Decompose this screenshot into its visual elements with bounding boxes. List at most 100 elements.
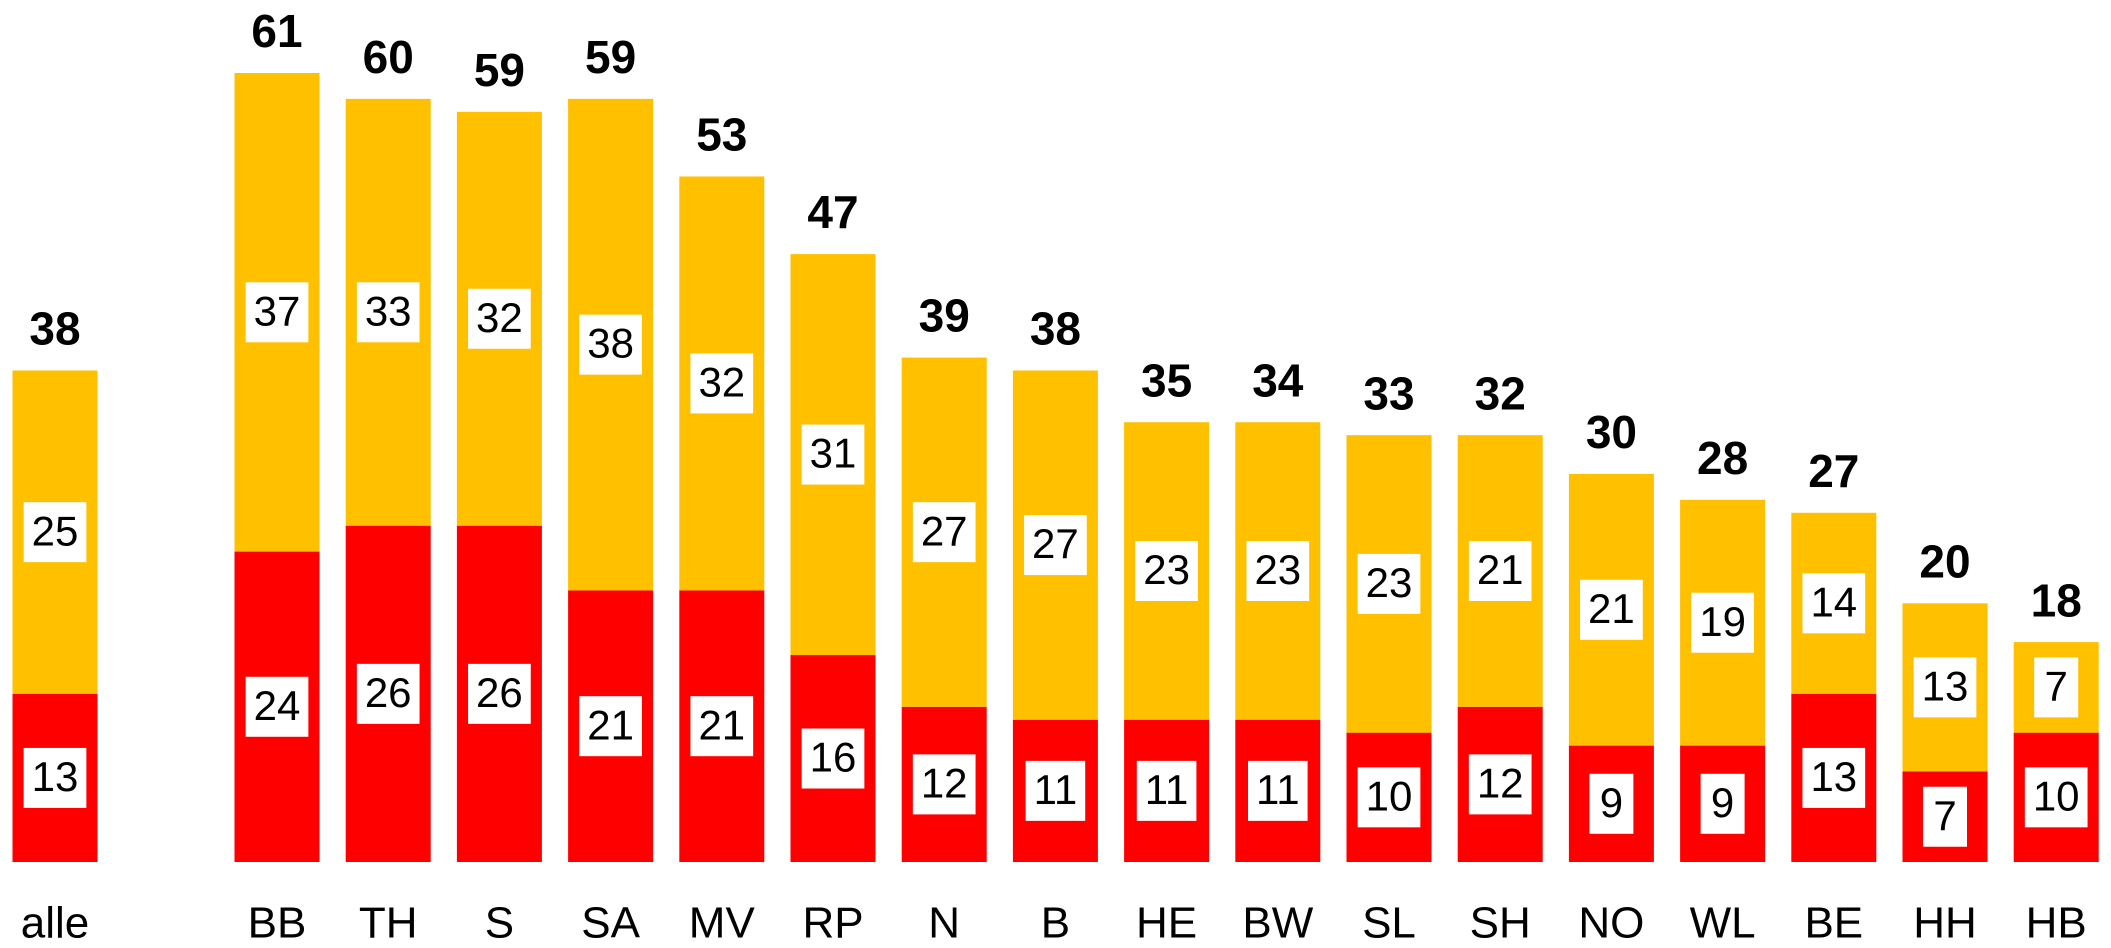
x-tick-label: HE: [1136, 899, 1197, 948]
label-box: [690, 353, 754, 414]
segment-label: 25: [32, 507, 79, 554]
segment-label: 23: [1143, 546, 1190, 593]
label-box: [1580, 579, 1643, 640]
segment-label: 37: [254, 287, 301, 334]
segment-label: 31: [810, 430, 857, 477]
segment-label: 12: [1477, 759, 1524, 806]
segment-label: 9: [1600, 779, 1623, 826]
total-label: 28: [1697, 432, 1748, 484]
label-box: [579, 696, 642, 757]
segment-label: 26: [365, 669, 412, 716]
segment-label: 27: [921, 507, 968, 554]
total-label: 59: [474, 44, 525, 96]
label-box: [468, 288, 531, 349]
label-box: [1589, 773, 1634, 834]
total-label: 20: [1919, 535, 1970, 587]
segment-label: 7: [1933, 792, 1956, 839]
segment-label: 23: [1366, 559, 1413, 606]
label-box: [1691, 592, 1754, 653]
x-tick-label: B: [1041, 899, 1070, 948]
label-box: [1923, 786, 1967, 847]
segment-label: 32: [476, 294, 523, 341]
x-tick-label: TH: [359, 899, 418, 948]
segment-label: 12: [921, 759, 968, 806]
x-tick-label: BW: [1242, 899, 1313, 948]
x-tick-label: S: [485, 899, 514, 948]
label-box: [690, 696, 754, 757]
segment-label: 10: [2033, 772, 2080, 819]
total-label: 34: [1252, 354, 1304, 406]
segment-label: 23: [1254, 546, 1301, 593]
x-tick-label: BE: [1804, 899, 1863, 948]
segment-label: 13: [1810, 753, 1857, 800]
x-tick-label: RP: [802, 899, 863, 948]
x-tick-label: SA: [581, 899, 640, 948]
label-box: [1024, 515, 1087, 576]
label-box: [801, 728, 865, 789]
total-label: 32: [1475, 367, 1526, 419]
x-tick-label: NO: [1578, 899, 1644, 948]
total-label: 38: [1030, 303, 1081, 355]
segment-label: 10: [1366, 772, 1413, 819]
label-box: [1468, 754, 1532, 815]
total-label: 47: [807, 186, 858, 238]
label-box: [1802, 747, 1866, 808]
label-box: [2034, 657, 2079, 718]
segment-label: 21: [587, 701, 634, 748]
label-box: [2024, 767, 2088, 828]
label-box: [1700, 773, 1745, 834]
total-label: 60: [363, 31, 414, 83]
total-label: 30: [1586, 406, 1637, 458]
total-label: 39: [919, 290, 970, 342]
label-box: [1357, 553, 1421, 614]
label-box: [1357, 767, 1421, 828]
x-tick-label: alle: [21, 899, 90, 948]
segment-label: 19: [1699, 598, 1746, 645]
label-box: [356, 663, 420, 724]
label-box: [912, 502, 976, 563]
label-box: [1468, 540, 1532, 601]
label-box: [1136, 760, 1197, 821]
total-label: 59: [585, 31, 636, 83]
segment-label: 11: [1256, 766, 1300, 813]
label-box: [1913, 657, 1977, 718]
label-box: [912, 754, 976, 815]
label-box: [1247, 760, 1308, 821]
segment-label: 33: [365, 287, 412, 334]
segment-label: 24: [254, 682, 301, 729]
x-tick-label: MV: [689, 899, 756, 948]
segment-label: 21: [1588, 585, 1635, 632]
x-tick-label: HB: [2026, 899, 2087, 948]
total-label: 38: [29, 303, 80, 355]
segment-label: 16: [810, 734, 857, 781]
label-box: [23, 502, 87, 563]
segment-label: 21: [1477, 546, 1524, 593]
segment-label: 38: [587, 320, 634, 367]
total-label: 35: [1141, 354, 1192, 406]
label-box: [356, 282, 420, 343]
segment-label: 13: [1922, 662, 1969, 709]
label-box: [23, 747, 87, 808]
segment-label: 9: [1711, 779, 1734, 826]
total-label: 61: [251, 5, 302, 57]
total-label: 27: [1808, 445, 1859, 497]
x-tick-label: SH: [1470, 899, 1531, 948]
x-tick-label: HH: [1913, 899, 1977, 948]
label-box: [1025, 760, 1086, 821]
segment-label: 13: [32, 753, 79, 800]
segment-label: 14: [1810, 578, 1857, 625]
x-tick-label: WL: [1690, 899, 1756, 948]
segment-label: 7: [2045, 662, 2068, 709]
label-box: [245, 676, 309, 737]
label-box: [1246, 540, 1310, 601]
label-box: [579, 314, 642, 375]
total-label: 33: [1363, 367, 1414, 419]
x-tick-label: N: [928, 899, 960, 948]
total-label: 18: [2031, 574, 2082, 626]
label-box: [1135, 540, 1198, 601]
segment-label: 11: [1145, 766, 1189, 813]
label-box: [468, 663, 531, 724]
label-box: [1802, 573, 1866, 634]
segment-label: 11: [1034, 766, 1078, 813]
